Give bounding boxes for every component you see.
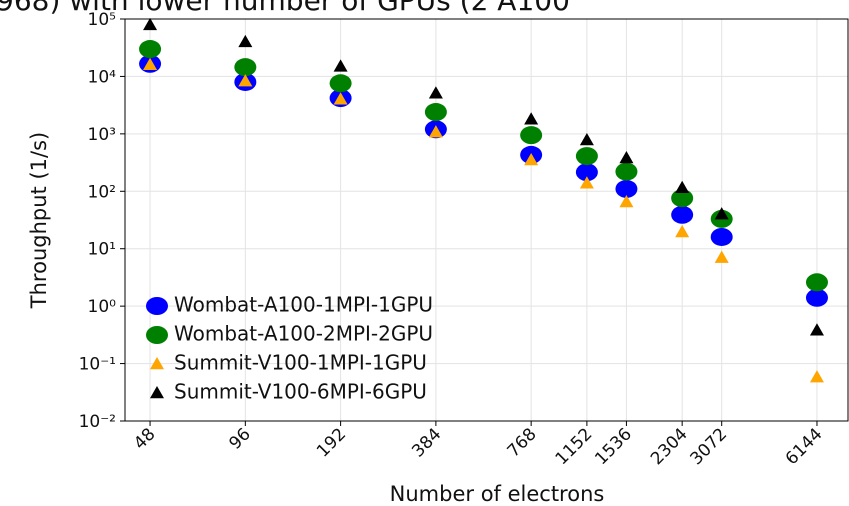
chart-title: 968) with lower number of GPUs (2 A100 [0, 0, 570, 17]
x-tick-label: 2304 [647, 424, 692, 469]
y-tick-label: 10⁰ [88, 297, 117, 317]
legend-marker [146, 297, 168, 315]
marker [619, 195, 634, 208]
x-tick-label: 1536 [591, 424, 636, 469]
marker [714, 250, 729, 263]
x-tick-label: 48 [130, 424, 159, 453]
marker [524, 153, 539, 166]
marker [333, 92, 348, 105]
marker [710, 227, 733, 246]
marker [615, 162, 638, 181]
marker [619, 150, 634, 164]
x-tick-label: 1152 [552, 424, 597, 469]
marker [809, 323, 824, 336]
marker [805, 273, 828, 292]
marker [428, 125, 443, 138]
y-tick-label: 10⁴ [88, 67, 117, 87]
marker [675, 225, 690, 238]
marker [675, 180, 690, 194]
marker [805, 288, 828, 307]
marker [671, 205, 694, 224]
marker [575, 147, 598, 166]
marker [428, 86, 443, 99]
legend-marker [146, 326, 168, 344]
marker [143, 17, 158, 31]
y-tick-label: 10⁻² [79, 412, 116, 432]
legend-label: Wombat-A100-1MPI-1GPU [174, 293, 433, 317]
marker [615, 179, 638, 198]
marker [809, 370, 824, 383]
legend-label: Summit-V100-6MPI-6GPU [174, 380, 427, 404]
legend-label: Wombat-A100-2MPI-2GPU [174, 322, 433, 346]
y-tick-label: 10² [88, 182, 116, 202]
marker [524, 112, 539, 125]
marker [714, 207, 729, 220]
x-tick-label: 3072 [686, 424, 731, 469]
marker [333, 59, 348, 72]
x-tick-label: 192 [313, 424, 350, 461]
marker [579, 176, 594, 189]
marker [238, 74, 253, 87]
y-tick-label: 10¹ [88, 240, 116, 260]
x-tick-label: 384 [408, 424, 445, 461]
y-axis-label: Throughput (1/s) [27, 132, 51, 309]
x-tick-label: 96 [225, 424, 254, 453]
x-axis-label: Number of electrons [390, 482, 605, 506]
x-tick-label: 768 [504, 424, 541, 461]
marker [238, 34, 253, 48]
marker [579, 133, 594, 146]
marker [520, 126, 543, 145]
legend-label: Summit-V100-1MPI-1GPU [174, 351, 427, 375]
marker [143, 57, 158, 70]
marker [671, 189, 694, 208]
x-tick-label: 6144 [782, 424, 827, 469]
y-tick-label: 10³ [88, 125, 116, 145]
marker [139, 40, 162, 59]
legend-marker [150, 386, 164, 399]
y-tick-label: 10⁻¹ [79, 355, 116, 375]
legend-marker [150, 357, 164, 370]
plot-frame [124, 18, 849, 422]
marker [424, 103, 447, 122]
y-tick-label: 10⁵ [88, 10, 116, 30]
marker [234, 58, 257, 77]
marker [329, 74, 352, 93]
marker [575, 163, 598, 182]
